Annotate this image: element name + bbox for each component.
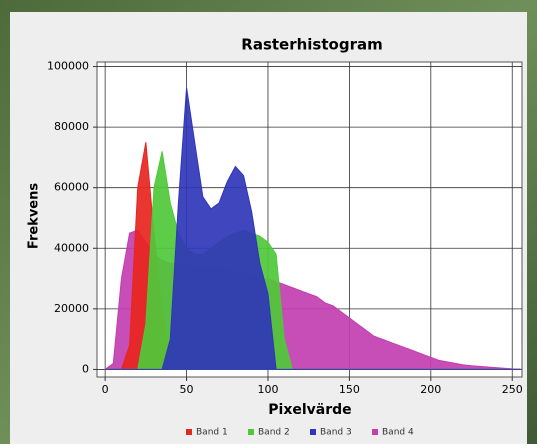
x-tick-label: 50: [180, 383, 194, 396]
legend-label: Band 3: [320, 428, 352, 438]
legend-swatch: [248, 429, 254, 435]
chart-title: Rasterhistogram: [241, 36, 382, 54]
x-axis-label: Pixelvärde: [268, 402, 351, 418]
legend-label: Band 2: [258, 428, 290, 438]
y-tick-label: 60000: [54, 181, 89, 194]
x-tick-label: 250: [502, 383, 523, 396]
x-tick-label: 200: [420, 383, 441, 396]
y-tick-label: 100000: [47, 60, 89, 73]
page: Rasterhistogram Frekvens Pixelvärde 0 200…: [0, 0, 537, 448]
legend-label: Band 1: [196, 428, 228, 438]
chart: Rasterhistogram Frekvens Pixelvärde 0 200…: [0, 0, 537, 444]
x-tick-label: 100: [257, 383, 278, 396]
y-axis-label: Frekvens: [27, 183, 42, 249]
y-tick-label: 80000: [54, 120, 89, 133]
legend-swatch: [310, 429, 316, 435]
y-tick-label: 40000: [54, 241, 89, 254]
legend-swatch: [186, 429, 192, 435]
legend-swatch: [372, 429, 378, 435]
legend-label: Band 4: [382, 428, 414, 438]
x-tick-label: 150: [339, 383, 360, 396]
y-tick-label: 20000: [54, 302, 89, 315]
x-tick-label: 0: [102, 383, 109, 396]
y-tick-label: 0: [82, 362, 89, 375]
